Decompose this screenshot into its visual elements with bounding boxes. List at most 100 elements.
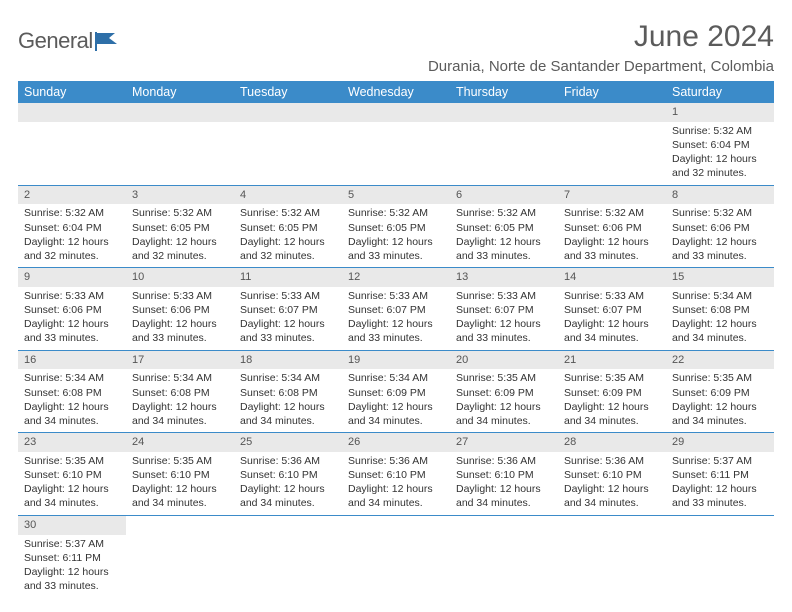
sunrise-line: Sunrise: 5:32 AM [672,124,768,138]
daylight-line: Daylight: 12 hours and 34 minutes. [672,317,768,345]
calendar-day-cell: 25Sunrise: 5:36 AMSunset: 6:10 PMDayligh… [234,433,342,516]
calendar-day-cell: 5Sunrise: 5:32 AMSunset: 6:05 PMDaylight… [342,185,450,268]
daylight-line: Daylight: 12 hours and 34 minutes. [132,482,228,510]
calendar-day-cell [666,515,774,597]
sunrise-line: Sunrise: 5:32 AM [672,206,768,220]
calendar-day-cell: 21Sunrise: 5:35 AMSunset: 6:09 PMDayligh… [558,350,666,433]
day-number: 8 [666,186,774,205]
calendar-day-cell [234,103,342,185]
sunrise-line: Sunrise: 5:33 AM [240,289,336,303]
daylight-line: Daylight: 12 hours and 34 minutes. [240,482,336,510]
calendar-week-row: 16Sunrise: 5:34 AMSunset: 6:08 PMDayligh… [18,350,774,433]
sunrise-line: Sunrise: 5:32 AM [348,206,444,220]
calendar-day-cell [342,103,450,185]
day-content: Sunrise: 5:33 AMSunset: 6:07 PMDaylight:… [450,287,558,350]
sunset-line: Sunset: 6:05 PM [348,221,444,235]
sunrise-line: Sunrise: 5:34 AM [672,289,768,303]
daylight-line: Daylight: 12 hours and 34 minutes. [24,482,120,510]
calendar-day-cell [558,515,666,597]
calendar-day-cell: 22Sunrise: 5:35 AMSunset: 6:09 PMDayligh… [666,350,774,433]
calendar-day-cell [234,515,342,597]
day-content: Sunrise: 5:34 AMSunset: 6:09 PMDaylight:… [342,369,450,432]
sunset-line: Sunset: 6:06 PM [24,303,120,317]
day-content: Sunrise: 5:35 AMSunset: 6:10 PMDaylight:… [18,452,126,515]
sunset-line: Sunset: 6:11 PM [24,551,120,565]
sunrise-line: Sunrise: 5:35 AM [456,371,552,385]
sunset-line: Sunset: 6:09 PM [564,386,660,400]
day-number: 4 [234,186,342,205]
daylight-line: Daylight: 12 hours and 32 minutes. [672,152,768,180]
logo-flag-icon [95,30,121,52]
sunrise-line: Sunrise: 5:36 AM [240,454,336,468]
calendar-day-cell: 10Sunrise: 5:33 AMSunset: 6:06 PMDayligh… [126,268,234,351]
daylight-line: Daylight: 12 hours and 32 minutes. [240,235,336,263]
day-number: 19 [342,351,450,370]
sunrise-line: Sunrise: 5:32 AM [240,206,336,220]
day-content: Sunrise: 5:32 AMSunset: 6:05 PMDaylight:… [126,204,234,267]
weekday-header: Wednesday [342,81,450,103]
daylight-line: Daylight: 12 hours and 34 minutes. [672,400,768,428]
weekday-header-row: Sunday Monday Tuesday Wednesday Thursday… [18,81,774,103]
sunset-line: Sunset: 6:06 PM [672,221,768,235]
sunset-line: Sunset: 6:10 PM [456,468,552,482]
day-content: Sunrise: 5:33 AMSunset: 6:07 PMDaylight:… [342,287,450,350]
sunset-line: Sunset: 6:07 PM [348,303,444,317]
sunrise-line: Sunrise: 5:32 AM [456,206,552,220]
daylight-line: Daylight: 12 hours and 34 minutes. [240,400,336,428]
day-number: 9 [18,268,126,287]
calendar-day-cell: 8Sunrise: 5:32 AMSunset: 6:06 PMDaylight… [666,185,774,268]
day-content: Sunrise: 5:35 AMSunset: 6:09 PMDaylight:… [666,369,774,432]
day-number: 13 [450,268,558,287]
daylight-line: Daylight: 12 hours and 34 minutes. [564,317,660,345]
day-number: 12 [342,268,450,287]
day-content: Sunrise: 5:33 AMSunset: 6:07 PMDaylight:… [234,287,342,350]
daylight-line: Daylight: 12 hours and 34 minutes. [348,482,444,510]
day-number: 5 [342,186,450,205]
weekday-header: Saturday [666,81,774,103]
day-number: 1 [666,103,774,122]
daylight-line: Daylight: 12 hours and 34 minutes. [456,400,552,428]
sunset-line: Sunset: 6:07 PM [456,303,552,317]
sunrise-line: Sunrise: 5:35 AM [564,371,660,385]
day-number: 6 [450,186,558,205]
sunset-line: Sunset: 6:08 PM [240,386,336,400]
calendar-day-cell [18,103,126,185]
sunrise-line: Sunrise: 5:34 AM [132,371,228,385]
daylight-line: Daylight: 12 hours and 33 minutes. [672,235,768,263]
day-number: 14 [558,268,666,287]
calendar-day-cell: 30Sunrise: 5:37 AMSunset: 6:11 PMDayligh… [18,515,126,597]
sunrise-line: Sunrise: 5:36 AM [348,454,444,468]
weekday-header: Monday [126,81,234,103]
daylight-line: Daylight: 12 hours and 34 minutes. [24,400,120,428]
day-number: 2 [18,186,126,205]
calendar-day-cell: 14Sunrise: 5:33 AMSunset: 6:07 PMDayligh… [558,268,666,351]
day-number: 29 [666,433,774,452]
daylight-line: Daylight: 12 hours and 33 minutes. [672,482,768,510]
day-content: Sunrise: 5:32 AMSunset: 6:05 PMDaylight:… [342,204,450,267]
day-content: Sunrise: 5:37 AMSunset: 6:11 PMDaylight:… [18,535,126,598]
calendar-day-cell: 29Sunrise: 5:37 AMSunset: 6:11 PMDayligh… [666,433,774,516]
location-text: Durania, Norte de Santander Department, … [428,58,774,75]
sunrise-line: Sunrise: 5:35 AM [132,454,228,468]
sunset-line: Sunset: 6:06 PM [564,221,660,235]
day-number: 30 [18,516,126,535]
day-number: 28 [558,433,666,452]
day-number: 20 [450,351,558,370]
sunset-line: Sunset: 6:11 PM [672,468,768,482]
day-content: Sunrise: 5:35 AMSunset: 6:09 PMDaylight:… [558,369,666,432]
sunrise-line: Sunrise: 5:32 AM [564,206,660,220]
sunset-line: Sunset: 6:10 PM [24,468,120,482]
sunset-line: Sunset: 6:09 PM [456,386,552,400]
day-content: Sunrise: 5:35 AMSunset: 6:10 PMDaylight:… [126,452,234,515]
calendar-day-cell [126,515,234,597]
sunrise-line: Sunrise: 5:32 AM [24,206,120,220]
day-content: Sunrise: 5:33 AMSunset: 6:06 PMDaylight:… [126,287,234,350]
calendar-day-cell: 12Sunrise: 5:33 AMSunset: 6:07 PMDayligh… [342,268,450,351]
sunrise-line: Sunrise: 5:34 AM [24,371,120,385]
sunrise-line: Sunrise: 5:33 AM [456,289,552,303]
logo-text-1: General [18,28,93,54]
sunrise-line: Sunrise: 5:35 AM [672,371,768,385]
weekday-header: Sunday [18,81,126,103]
day-number: 26 [342,433,450,452]
title-block: June 2024 Durania, Norte de Santander De… [428,20,774,75]
